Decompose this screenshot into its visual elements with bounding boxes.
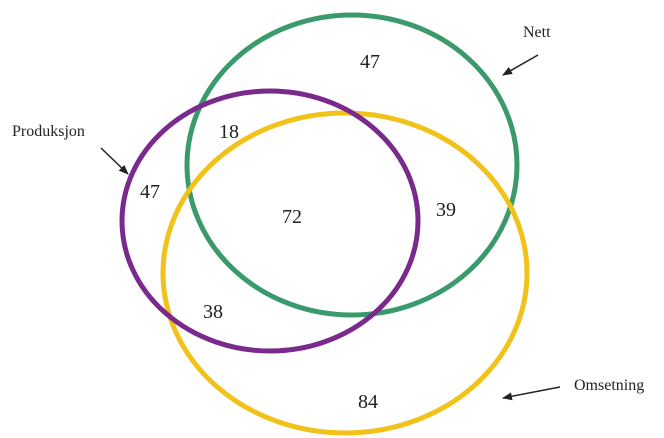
region-nett-omsetning: 39 xyxy=(436,199,456,221)
region-nett-produksjon: 18 xyxy=(219,121,239,143)
region-all-three: 72 xyxy=(282,206,302,228)
label-omsetning: Omsetning xyxy=(574,377,644,394)
omsetning-circle xyxy=(160,110,530,436)
label-produksjon: Produksjon xyxy=(12,123,85,140)
region-omsetning-only: 84 xyxy=(358,391,378,413)
omsetning-arrow-icon xyxy=(502,386,561,401)
produksjon-circle xyxy=(119,88,421,354)
region-nett-only: 47 xyxy=(360,51,380,73)
label-nett: Nett xyxy=(523,24,551,41)
nett-arrow-icon xyxy=(502,54,539,76)
region-produksjon-omsetning: 38 xyxy=(203,301,223,323)
produksjon-arrow-icon xyxy=(100,147,129,175)
region-produksjon-only: 47 xyxy=(140,181,160,203)
nett-circle xyxy=(184,12,520,318)
